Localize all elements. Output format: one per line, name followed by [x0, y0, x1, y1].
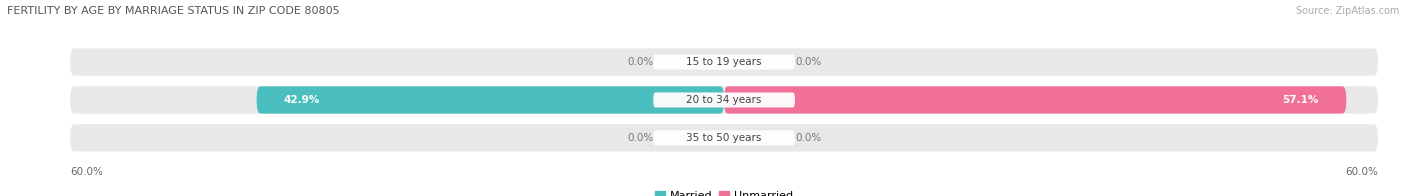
- FancyBboxPatch shape: [654, 93, 794, 107]
- Text: 15 to 19 years: 15 to 19 years: [686, 57, 762, 67]
- FancyBboxPatch shape: [257, 86, 724, 114]
- Text: 0.0%: 0.0%: [794, 57, 821, 67]
- Text: 0.0%: 0.0%: [627, 57, 654, 67]
- Text: 57.1%: 57.1%: [1282, 95, 1319, 105]
- Text: 20 to 34 years: 20 to 34 years: [686, 95, 762, 105]
- FancyBboxPatch shape: [70, 86, 1378, 114]
- Text: 60.0%: 60.0%: [70, 167, 103, 178]
- Text: 0.0%: 0.0%: [627, 133, 654, 143]
- FancyBboxPatch shape: [70, 124, 1378, 152]
- Text: 42.9%: 42.9%: [284, 95, 321, 105]
- Text: FERTILITY BY AGE BY MARRIAGE STATUS IN ZIP CODE 80805: FERTILITY BY AGE BY MARRIAGE STATUS IN Z…: [7, 6, 340, 16]
- Legend: Married, Unmarried: Married, Unmarried: [655, 191, 793, 196]
- FancyBboxPatch shape: [70, 48, 1378, 76]
- FancyBboxPatch shape: [654, 130, 794, 145]
- Text: 35 to 50 years: 35 to 50 years: [686, 133, 762, 143]
- FancyBboxPatch shape: [724, 86, 1347, 114]
- Text: 60.0%: 60.0%: [1346, 167, 1378, 178]
- Text: 0.0%: 0.0%: [794, 133, 821, 143]
- Text: Source: ZipAtlas.com: Source: ZipAtlas.com: [1295, 6, 1399, 16]
- FancyBboxPatch shape: [654, 54, 794, 70]
